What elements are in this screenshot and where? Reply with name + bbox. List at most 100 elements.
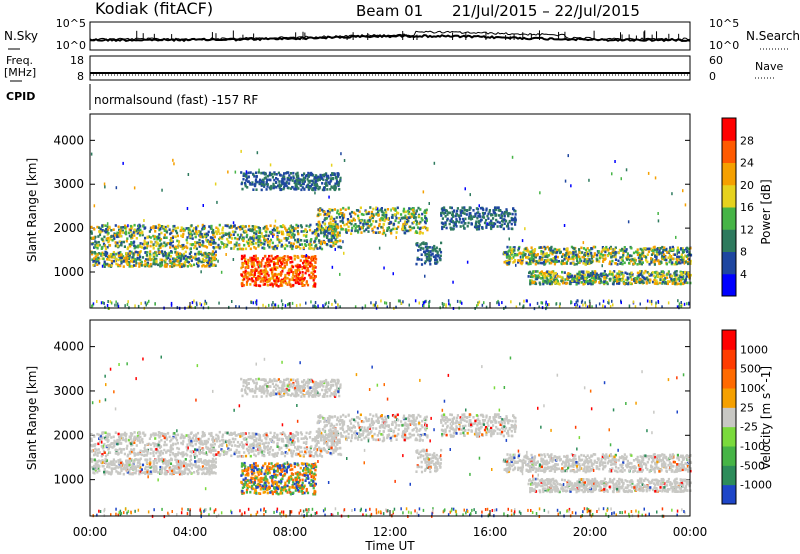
power-cell [138,251,141,254]
power-cell [103,235,106,239]
power-cell [209,240,212,243]
colorbar-tick-label: 24 [740,157,754,170]
power-cell [112,228,115,231]
velocity-cell [224,440,228,444]
power-cell [603,281,606,285]
power-cell [254,257,258,260]
power-cell [318,186,321,189]
power-cell [123,257,126,260]
power-cell [97,259,100,263]
power-cell [626,278,629,282]
power-cell [578,276,581,280]
power-cell [395,216,398,220]
power-cell [377,214,380,217]
power-noise-cell [399,299,401,303]
velocity-cell [315,444,318,447]
power-cell [205,259,208,262]
power-cell [293,275,296,278]
power-cell [183,246,186,249]
power-cell [566,248,569,251]
power-cell [188,263,191,266]
power-cell [597,277,600,280]
velocity-cell [175,436,178,440]
power-cell [302,261,305,265]
power-noise-cell [117,304,120,308]
power-cell [195,226,198,229]
power-cell [369,224,372,227]
power-cell [287,233,290,236]
power-speckle [508,237,510,241]
power-cell [249,283,252,286]
power-cell [571,277,574,281]
power-noise-cell [268,303,270,307]
power-cell [579,259,582,262]
power-cell [276,244,279,247]
power-cell [110,259,114,263]
power-cell [182,252,186,256]
power-cell [304,229,307,232]
power-cell [622,280,625,284]
power-cell [614,251,617,254]
power-cell [270,260,273,263]
power-cell [206,252,209,256]
power-cell [542,254,545,258]
power-cell [255,277,258,280]
power-cell [336,235,339,239]
power-cell [247,264,250,268]
power-cell [261,246,264,250]
power-cell [294,187,297,191]
velocity-cell [187,439,190,442]
power-cell [386,229,389,232]
power-cell [621,256,624,259]
power-cell [310,257,313,260]
power-cell [611,271,614,275]
power-cell [365,210,368,214]
power-cell [573,280,576,283]
power-cell [513,253,516,257]
power-cell [647,272,651,276]
power-cell [119,251,122,254]
power-cell [254,281,257,285]
power-cell [246,279,249,282]
power-cell [159,246,162,250]
velocity-cell [210,449,213,452]
power-speckle [314,191,316,195]
power-cell [307,185,310,189]
power-cell [137,244,140,248]
power-cell [587,282,590,286]
power-cell [386,208,390,211]
power-cell [256,180,259,184]
power-cell [561,270,564,274]
power-cell [688,275,691,278]
power-cell [610,255,613,259]
power-cell [581,251,584,254]
power-cell [492,217,495,220]
power-cell [284,182,287,186]
power-cell [567,253,570,257]
power-cell [419,220,422,224]
power-cell [281,230,284,234]
power-cell [301,274,304,277]
power-cell [243,277,246,281]
power-cell [513,209,516,212]
power-cell [225,245,228,248]
power-cell [230,233,233,237]
power-cell [589,272,593,275]
power-cell [250,263,253,266]
power-cell [501,219,504,223]
power-cell [321,221,324,224]
power-noise-cell [334,299,336,303]
noise-right-tick-top: 10^5 [709,17,739,30]
power-cell [427,253,430,256]
power-cell [240,266,243,270]
power-cell [234,230,237,234]
power-cell [169,255,173,258]
velocity-cell [139,449,142,453]
power-cell [168,251,171,255]
power-noise-cell [678,305,680,308]
power-cell [319,174,322,177]
power-cell [593,280,597,284]
power-cell [302,278,305,281]
power-cell [108,244,112,247]
power-cell [556,260,559,263]
